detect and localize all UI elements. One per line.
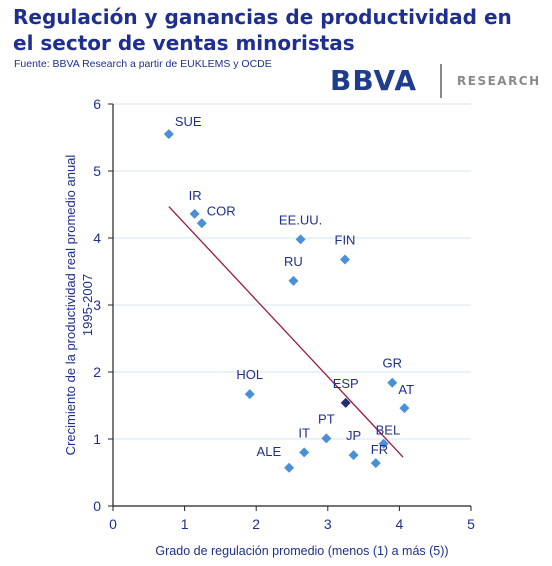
trendline (168, 206, 404, 458)
point-label-hol: HOL (236, 367, 263, 382)
y-axis-label-line2: 1995-2007 (80, 274, 95, 336)
point-label-eeuu: EE.UU. (279, 212, 322, 227)
point-label-ru: RU (284, 254, 303, 269)
x-tick-label: 2 (252, 516, 260, 532)
source-note: Fuente: BBVA Research a partir de EUKLEM… (14, 58, 272, 70)
data-point-sue (163, 129, 174, 140)
point-label-pt: PT (318, 411, 335, 426)
x-tick-label: 0 (109, 516, 117, 532)
chart-title: Regulación y ganancias de productividad … (13, 5, 512, 55)
data-point-fin (339, 254, 350, 265)
data-point-eeuu (295, 234, 306, 245)
data-point-it (299, 447, 310, 458)
y-axis-label-line1: Crecimiento de la productividad real pro… (63, 155, 78, 456)
data-point-jp (348, 450, 359, 461)
tick-labels: 0 1 2 3 4 5 6 0 1 2 3 4 5 (93, 96, 475, 532)
y-tick-label: 2 (93, 364, 101, 380)
data-point-ru (288, 275, 299, 286)
data-point-hol (244, 389, 255, 400)
data-points (163, 129, 410, 473)
grid-lines (113, 103, 471, 440)
x-tick-label: 3 (324, 516, 332, 532)
y-tick-label: 6 (93, 96, 101, 112)
y-tick-label: 1 (93, 431, 101, 447)
point-label-ale: ALE (257, 444, 282, 459)
point-label-cor: COR (207, 203, 236, 218)
point-label-sue: SUE (175, 114, 202, 129)
point-label-gr: GR (382, 356, 402, 371)
y-tick-label: 5 (93, 163, 101, 179)
point-label-esp: ESP (333, 376, 359, 391)
point-label-at: AT (398, 382, 414, 397)
y-tick-label: 4 (93, 230, 101, 246)
data-point-ale (284, 462, 295, 473)
x-axis-label: Grado de regulación promedio (menos (1) … (155, 544, 448, 558)
data-point-ir (189, 208, 200, 219)
data-point-fr (370, 458, 381, 469)
data-point-esp (340, 397, 351, 408)
point-label-it: IT (298, 425, 310, 440)
point-labels: SUE IR COR EE.UU. FIN RU HOL GR AT ESP PT IT ALE JP BE… (175, 114, 414, 459)
data-point-cor (196, 218, 207, 229)
trendline-group (168, 206, 404, 458)
bbva-logo: BBVA (330, 64, 417, 97)
data-point-gr (387, 377, 398, 388)
y-tick-label: 0 (93, 498, 101, 514)
axes (108, 103, 472, 511)
point-label-jp: JP (346, 428, 361, 443)
x-tick-label: 1 (181, 516, 189, 532)
data-point-at (399, 403, 410, 414)
x-tick-label: 5 (467, 516, 475, 532)
point-label-fr: FR (371, 442, 388, 457)
point-label-ir: IR (189, 188, 202, 203)
y-tick-label: 3 (93, 297, 101, 313)
point-label-fin: FIN (335, 232, 356, 247)
data-point-pt (321, 433, 332, 444)
data-point-bel (378, 438, 389, 449)
logo-divider (440, 64, 442, 98)
point-label-bel: BEL (376, 423, 401, 438)
x-tick-label: 4 (396, 516, 404, 532)
research-logo-text: RESEARCH (457, 74, 541, 88)
